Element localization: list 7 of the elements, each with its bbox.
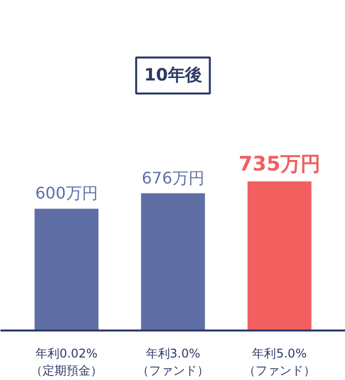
x-tick-label: 年利5.0% （ファンド） (243, 346, 316, 378)
data-label: 600万円 (35, 184, 98, 203)
x-tick-label: 年利3.0% （ファンド） (137, 346, 209, 378)
data-label: 676万円 (142, 168, 204, 188)
data-label: 735万円 (238, 151, 320, 176)
x-tick-label: 年利0.02% （定期預金） (30, 346, 103, 378)
chart-title: 10年後 (144, 66, 202, 86)
